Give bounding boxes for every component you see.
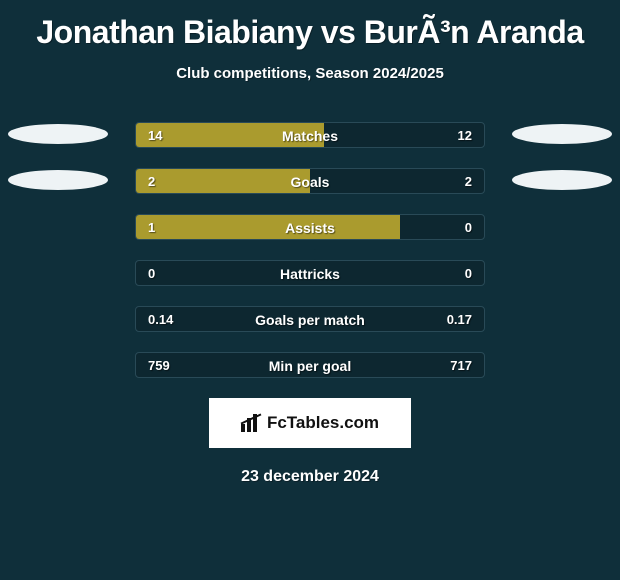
player-right-marker (512, 124, 612, 144)
source-badge-text: FcTables.com (267, 413, 379, 433)
page-title: Jonathan Biabiany vs BurÃ³n Aranda (0, 0, 620, 51)
value-right: 12 (458, 123, 472, 148)
value-right: 0.17 (447, 307, 472, 332)
value-right: 2 (465, 169, 472, 194)
value-right: 0 (465, 215, 472, 240)
bar-label: Hattricks (136, 261, 484, 286)
bar-label: Assists (136, 215, 484, 240)
stat-row: 1Assists0 (0, 214, 620, 240)
source-badge: FcTables.com (209, 398, 411, 448)
value-right: 717 (450, 353, 472, 378)
player-right-marker (512, 170, 612, 190)
bar-track: 1Assists0 (135, 214, 485, 240)
player-left-marker (8, 170, 108, 190)
player-left-marker (8, 124, 108, 144)
bar-track: 2Goals2 (135, 168, 485, 194)
bar-label: Goals (136, 169, 484, 194)
bar-track: 759Min per goal717 (135, 352, 485, 378)
bar-track: 0Hattricks0 (135, 260, 485, 286)
bar-label: Goals per match (136, 307, 484, 332)
value-right: 0 (465, 261, 472, 286)
bar-track: 0.14Goals per match0.17 (135, 306, 485, 332)
bar-label: Matches (136, 123, 484, 148)
chart-icon (241, 414, 261, 432)
date-label: 23 december 2024 (0, 468, 620, 486)
comparison-chart: 14Matches122Goals21Assists00Hattricks00.… (0, 122, 620, 378)
stat-row: 2Goals2 (0, 168, 620, 194)
stat-row: 0Hattricks0 (0, 260, 620, 286)
bar-track: 14Matches12 (135, 122, 485, 148)
bar-label: Min per goal (136, 353, 484, 378)
subtitle: Club competitions, Season 2024/2025 (0, 65, 620, 82)
stat-row: 0.14Goals per match0.17 (0, 306, 620, 332)
stat-row: 14Matches12 (0, 122, 620, 148)
stat-row: 759Min per goal717 (0, 352, 620, 378)
